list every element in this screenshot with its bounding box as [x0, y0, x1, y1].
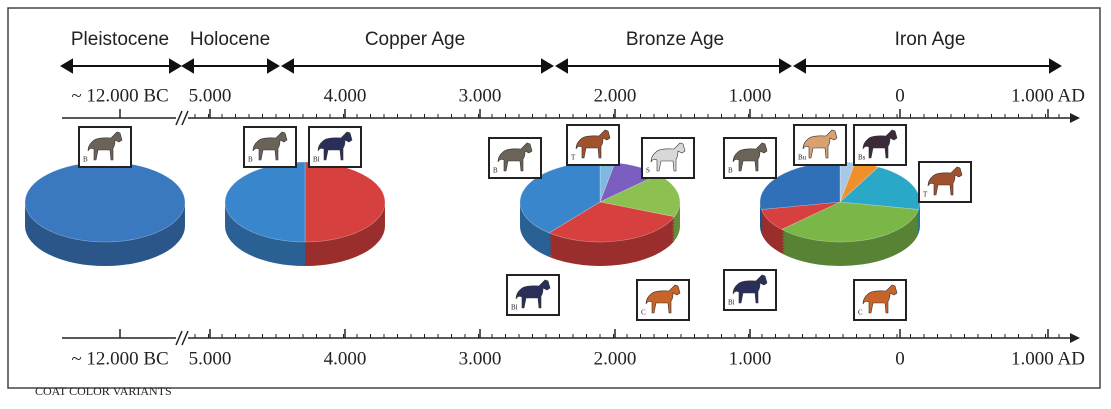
icon-label: S — [646, 167, 650, 175]
icon-label: B — [493, 167, 498, 175]
axis-arrow — [1070, 333, 1080, 343]
pie-slice — [25, 162, 185, 242]
tick-label: 4.000 — [324, 85, 367, 106]
icon-label: Bu — [798, 154, 807, 162]
figure: ~ 12.000 BC 5.000 4.000 3.000 2.000 1.000 0 1.0… — [0, 0, 1111, 409]
era-arrows — [62, 60, 1060, 72]
icon-label: B — [83, 156, 88, 164]
tick-label: 5.000 — [189, 348, 232, 369]
tick-label: 0 — [895, 348, 905, 369]
era-label: Copper Age — [365, 29, 465, 50]
pie — [760, 162, 920, 266]
pie — [25, 162, 185, 266]
tick-label: 5.000 — [189, 85, 232, 106]
era-label: Bronze Age — [626, 29, 724, 50]
horse-icon: Bl — [507, 275, 559, 315]
horse-icon: T — [567, 125, 619, 165]
horse-icon: B — [489, 138, 541, 178]
tick-label: 1.000 — [729, 348, 772, 369]
icon-label: T — [923, 191, 928, 199]
tick-label: 1.000 AD — [1011, 348, 1085, 369]
horse-icon: B — [724, 138, 776, 178]
tick-label: 3.000 — [459, 85, 502, 106]
tick-label: 2.000 — [594, 348, 637, 369]
tick-label: 2.000 — [594, 85, 637, 106]
horse-icon: Bs — [854, 125, 906, 165]
icon-label: C — [858, 309, 863, 317]
icon-label: Bl — [511, 304, 518, 312]
tick-label: 0 — [895, 85, 905, 106]
icon-label: T — [571, 154, 576, 162]
horse-icon: B — [79, 127, 131, 167]
axis-arrow — [1070, 113, 1080, 123]
icon-label: B — [728, 167, 733, 175]
tick-label: 4.000 — [324, 348, 367, 369]
era-label: Iron Age — [895, 29, 966, 50]
horse-icon: B — [244, 127, 296, 167]
caption: COAT COLOR VARIANTS — [35, 384, 172, 398]
icon-label: Bs — [858, 154, 866, 162]
horse-icon: S — [642, 138, 694, 178]
horse-icon: Bu — [794, 125, 846, 165]
pie — [225, 162, 385, 266]
icon-label: B — [248, 156, 253, 164]
era-label: Holocene — [190, 29, 270, 50]
tick-label: 1.000 — [729, 85, 772, 106]
horse-icon: Bl — [724, 270, 776, 310]
horse-icon: C — [637, 280, 689, 320]
horse-icon: C — [854, 280, 906, 320]
icon-label: C — [641, 309, 646, 317]
horse-icon: Bl — [309, 127, 361, 167]
tick-label: ~ 12.000 BC — [71, 85, 168, 106]
era-label: Pleistocene — [71, 29, 169, 50]
horse-icon: T — [919, 162, 971, 202]
tick-label: 3.000 — [459, 348, 502, 369]
icon-label: Bl — [313, 156, 320, 164]
icon-label: Bl — [728, 299, 735, 307]
tick-label: ~ 12.000 BC — [71, 348, 168, 369]
tick-label: 1.000 AD — [1011, 85, 1085, 106]
